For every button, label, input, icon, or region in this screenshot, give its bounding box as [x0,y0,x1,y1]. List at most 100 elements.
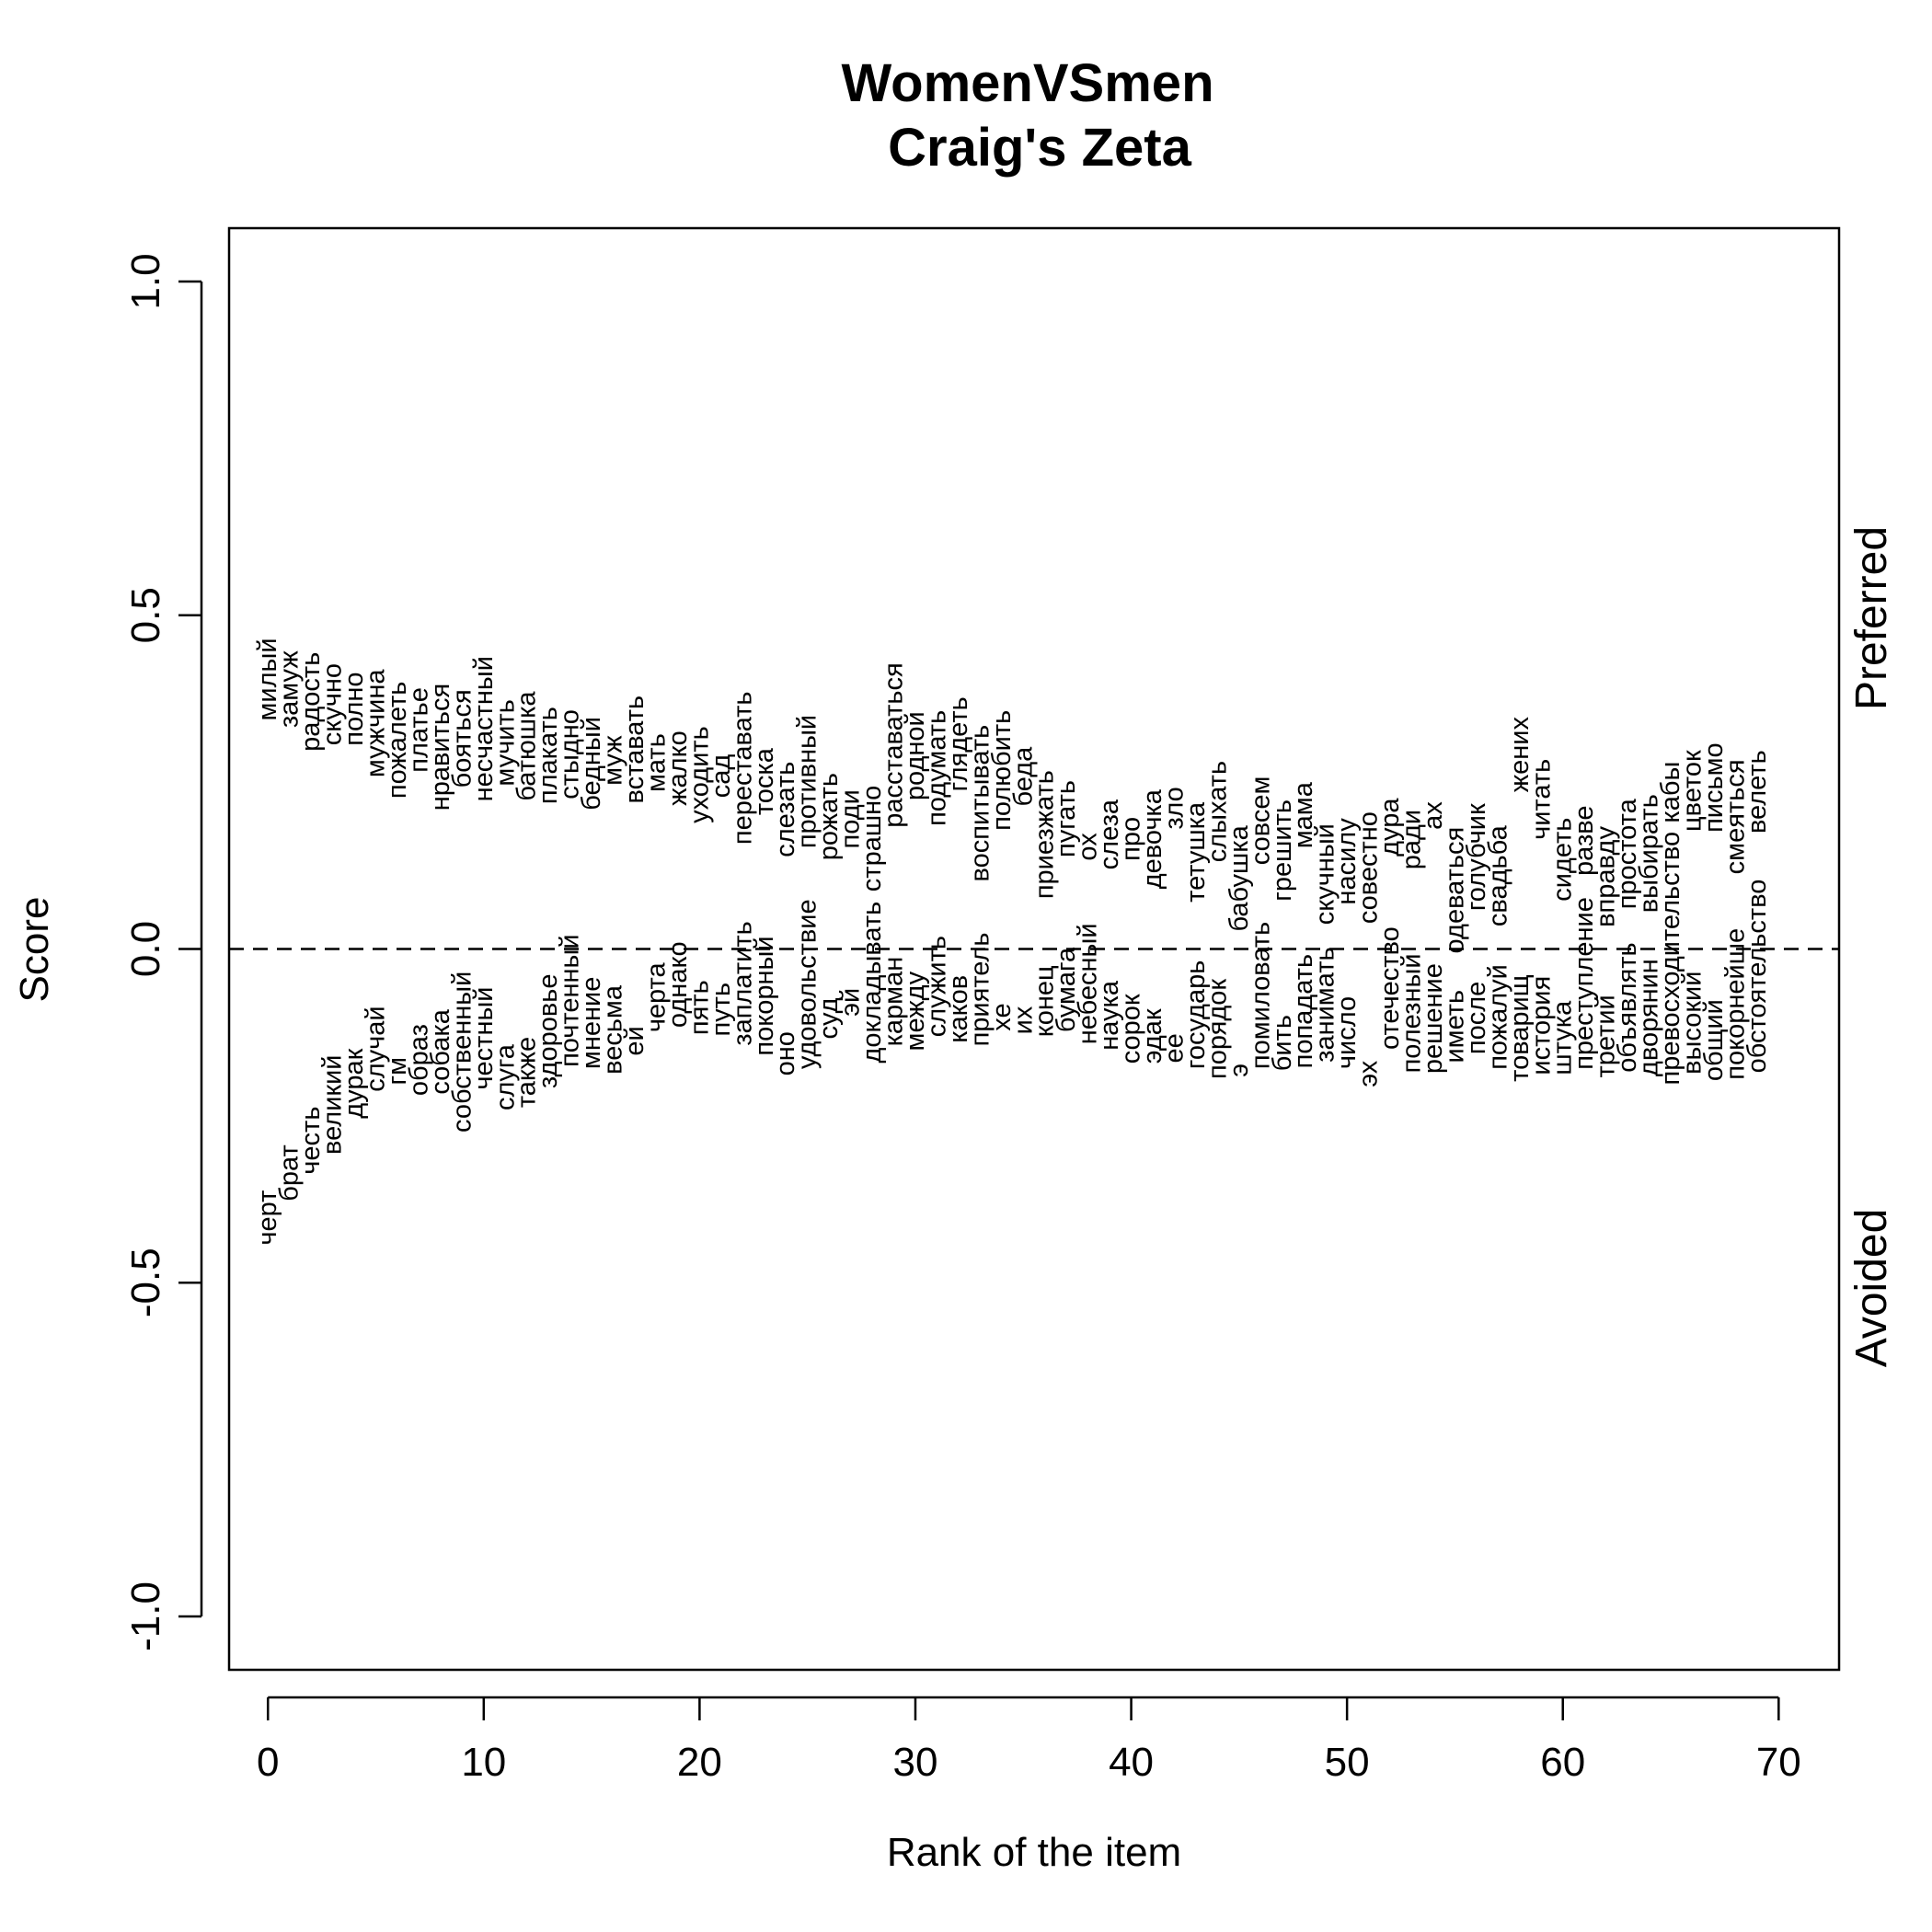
preferred-side-label: Preferred [1847,526,1896,710]
word-label: весьма [599,984,628,1075]
word-label: беда [1008,746,1038,807]
x-tick-label: 10 [461,1740,506,1785]
word-label: полюбить [987,710,1017,831]
word-label: совестно [1354,811,1384,924]
word-label: ей [620,1026,650,1055]
word-label: оно [771,1031,800,1075]
word-label: история [1526,976,1556,1075]
word-label: полезный [1397,953,1427,1073]
word-label: грешить [1268,799,1297,902]
word-label: государь [1181,960,1211,1069]
word-label: их [1008,1006,1038,1034]
y-axis-label: Score [12,897,57,1003]
word-label: собака [426,1008,455,1094]
y-tick-label: -0.5 [123,1248,168,1317]
word-label: преступление [1570,897,1599,1070]
word-label: ее [1159,1033,1189,1063]
word-label: ох [1074,833,1103,861]
word-label: третий [1592,995,1621,1077]
word-label: скучный [1311,823,1340,925]
word-label: плакать [534,707,563,804]
word-label: слыхать [1202,761,1232,862]
word-label: девочка [1138,788,1167,889]
word-label: покорнейше [1720,928,1750,1080]
word-label: радость [296,652,326,752]
word-label: пугать [1052,780,1081,857]
chart-title: WomenVSmen [841,53,1213,113]
x-tick-label: 20 [677,1740,722,1785]
word-label: между [901,971,930,1051]
x-axis: 0 10 20 30 40 50 60 70 [257,1696,1801,1785]
word-label: дворянин [1635,959,1664,1076]
word-label: э [1225,1064,1254,1077]
word-label: путь [707,983,736,1037]
word-label: читать [1526,759,1556,840]
word-label: уходить [684,726,714,823]
word-label: карман [880,957,909,1047]
y-tick-label: 1.0 [123,253,168,309]
word-label: рожать [814,773,844,860]
word-label: цветок [1677,750,1707,832]
word-label: бояться [447,689,477,788]
word-label: честь [296,1107,326,1175]
word-label: тетушка [1181,801,1211,903]
word-label: жалко [663,730,693,806]
word-label: жених [1505,717,1535,793]
word-label: конец [1030,965,1060,1037]
word-label: обстоятельство [1742,880,1772,1074]
word-label: подумать [922,710,951,826]
word-label: сорок [1117,994,1146,1064]
word-label: эх [1354,1060,1384,1087]
word-label: отечество [1375,926,1405,1050]
word-label: глядеть [944,696,973,791]
word-label: стыдно [556,709,585,799]
word-label: дурак [339,1048,369,1118]
word-label: замуж [275,650,305,729]
x-tick-label: 50 [1325,1740,1370,1785]
word-label: разве [1570,806,1599,876]
word-label: случай [362,1006,391,1091]
word-label: мужчина [362,669,391,777]
word-label: бить [1268,1015,1297,1071]
word-label: эдак [1138,1008,1167,1064]
word-label: родной [901,711,930,800]
word-label: полно [339,672,369,745]
word-label: пожалуй [1483,964,1512,1070]
y-tick-label: 0.0 [123,921,168,977]
word-label: небесный [1074,923,1103,1044]
preferred-words-series: милыйзамужрадостьскучнополномужчинапожал… [253,638,1772,953]
word-label: насилу [1332,818,1362,905]
word-label: также [512,1037,542,1108]
word-label: слезать [771,762,800,857]
y-tick-label: -1.0 [123,1581,168,1651]
word-label: дура [1375,798,1405,857]
word-label: собственный [447,972,477,1133]
word-label: черт [253,1190,282,1246]
word-label: гм [383,1057,412,1086]
word-label: объявлять [1613,942,1642,1072]
word-label: свадьба [1483,824,1512,926]
word-label: противный [793,715,822,848]
word-label: общий [1699,999,1729,1081]
word-label: расставаться [880,662,909,828]
word-label: страшно [857,786,887,891]
word-label: иметь [1440,990,1469,1064]
word-label: ах [1419,801,1448,830]
word-label: помиловать [1246,922,1275,1069]
word-label: поди [836,789,866,848]
word-label: батюшка [512,691,542,801]
word-label: покорный [750,936,779,1055]
word-label: после [1462,982,1491,1054]
word-label: переставать [728,691,757,845]
avoided-side-label: Avoided [1847,1209,1896,1368]
word-label: несчастный [469,656,499,801]
word-label: вправду [1592,826,1621,927]
x-tick-label: 70 [1756,1740,1801,1785]
word-label: воспитывать [965,725,995,882]
x-axis-label: Rank of the item [887,1830,1181,1875]
word-label: велеть [1742,750,1772,834]
x-tick-label: 0 [257,1740,279,1785]
word-label: занимать [1311,947,1340,1062]
word-label: платье [404,687,433,773]
